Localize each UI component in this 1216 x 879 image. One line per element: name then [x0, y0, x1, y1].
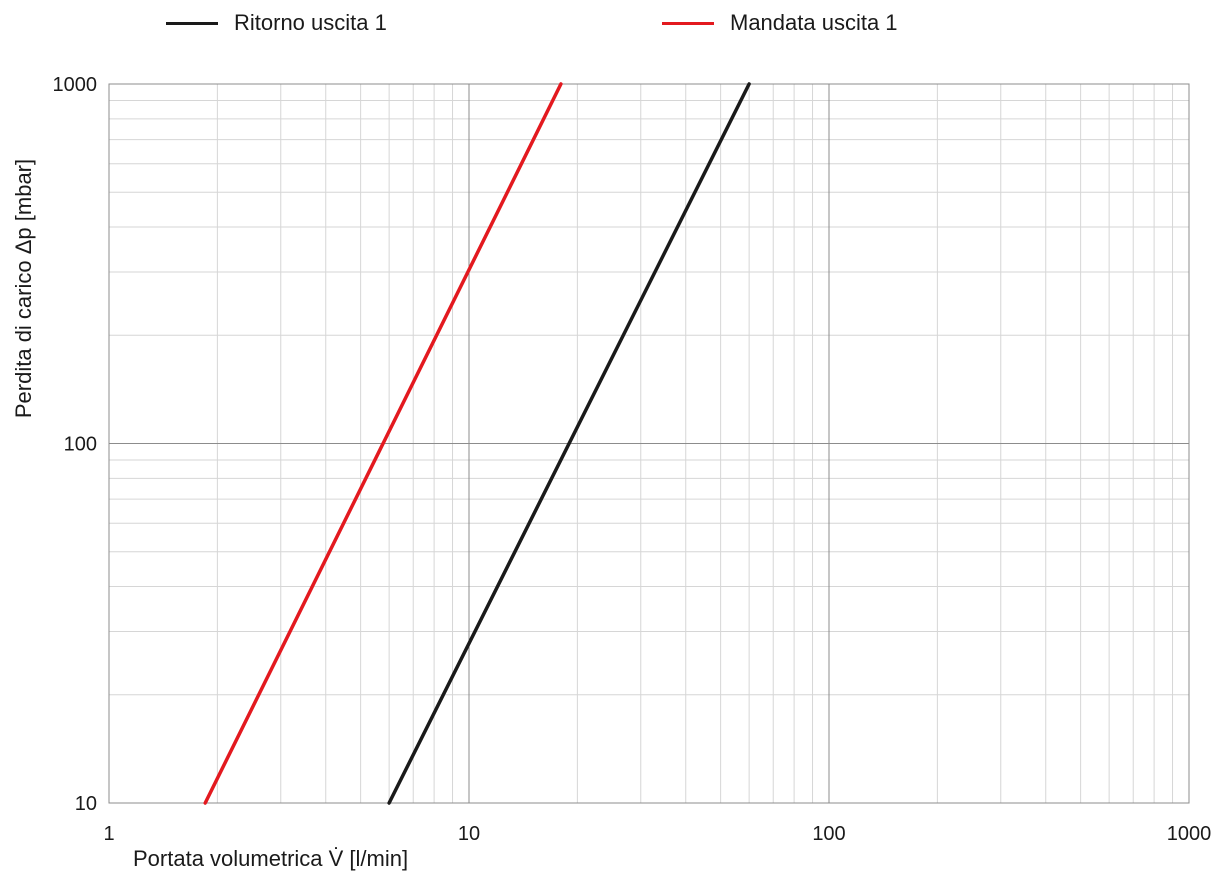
y-axis-title: Perdita di carico Δp [mbar] — [4, 0, 44, 783]
legend-label-ritorno: Ritorno uscita 1 — [234, 10, 387, 35]
x-tick-label: 10 — [458, 823, 480, 845]
series-line-1 — [387, 82, 751, 805]
y-tick-label: 1000 — [53, 74, 98, 96]
legend-swatch-ritorno — [166, 21, 218, 25]
series-layer — [203, 82, 751, 805]
major-grid — [109, 84, 1189, 803]
y-tick-label: 100 — [64, 434, 97, 456]
x-tick-label: 100 — [812, 823, 845, 845]
y-tick-label: 10 — [75, 793, 97, 815]
x-tick-labels: 1 10 100 1000 — [103, 823, 1211, 845]
legend-swatch-mandata — [662, 21, 714, 25]
legend-label-mandata: Mandata uscita 1 — [730, 10, 898, 35]
y-tick-labels: 10 100 1000 — [53, 74, 98, 815]
legend-item-ritorno: Ritorno uscita 1 — [166, 8, 387, 38]
x-axis-title: Portata volumetrica V̇ [l/min] — [133, 846, 409, 871]
x-tick-label: 1000 — [1167, 823, 1212, 845]
series-line-2 — [203, 82, 563, 805]
plot-frame — [108, 83, 1190, 804]
x-tick-label: 1 — [103, 823, 114, 845]
legend-item-mandata: Mandata uscita 1 — [662, 8, 898, 38]
y-axis-title-text: Perdita di carico Δp [mbar] — [11, 158, 36, 419]
